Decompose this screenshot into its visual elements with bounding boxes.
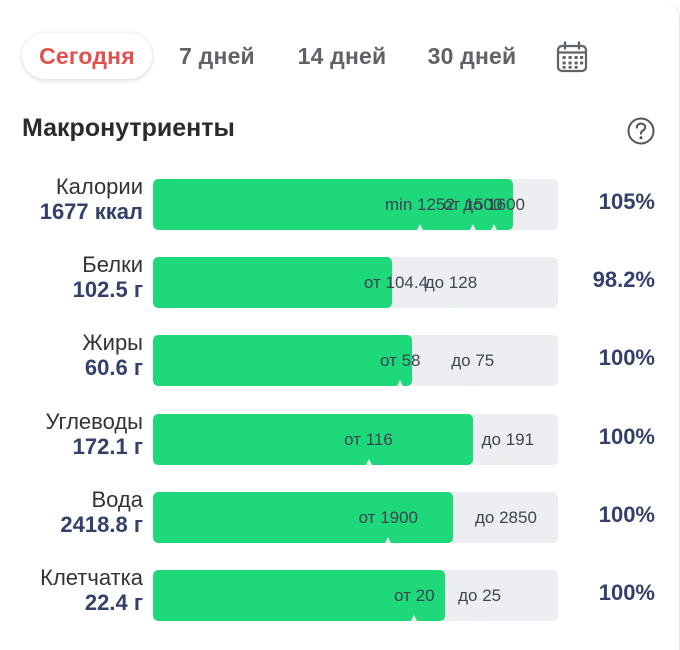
range-marker-label: до 128 — [424, 273, 478, 292]
progress-bar: от 58 до 75 — [153, 335, 558, 386]
nutrient-row-water: Вода 2418.8 г от 1900 до 2850 100% — [0, 488, 680, 548]
progress-fill — [153, 335, 413, 386]
progress-fill — [153, 179, 514, 230]
range-marker-label: от 1900 — [358, 508, 419, 527]
range-marker-tick — [365, 459, 372, 465]
range-marker-tick — [469, 380, 476, 386]
nutrient-percent: 105% — [598, 189, 655, 214]
nutrient-value: 60.6 г — [84, 355, 143, 380]
range-marker-tick — [385, 537, 392, 543]
period-tabs: Сегодня 7 дней 14 дней 30 дней — [22, 33, 522, 79]
progress-fill — [153, 570, 445, 621]
progress-bar: от 1900 до 2850 — [153, 492, 558, 543]
calendar-icon[interactable] — [555, 40, 589, 74]
progress-bar: от 20 до 25 — [153, 570, 558, 621]
range-marker-tick — [393, 302, 399, 308]
range-marker-label: до 75 — [451, 351, 495, 370]
nutrient-name: Углеводы — [45, 409, 143, 434]
nutrient-value: 102.5 г — [72, 277, 143, 302]
range-marker-tick — [491, 224, 498, 230]
nutrient-row-fiber: Клетчатка 22.4 г от 20 до 25 100% — [0, 566, 680, 626]
range-marker-label: от 104.4 — [363, 273, 429, 292]
range-marker-label: до 2850 — [475, 508, 537, 527]
tab-14-days[interactable]: 14 дней — [297, 42, 387, 69]
nutrient-label: Клетчатка 22.4 г — [40, 566, 143, 616]
progress-fill — [153, 492, 453, 543]
range-marker-label: до 25 — [458, 586, 502, 605]
progress-bar: от 116 до 191 — [153, 414, 558, 465]
progress-bar: min 1252 от 1500 до 1600 — [153, 179, 558, 230]
nutrient-row-calories: Калории 1677 ккал min 1252 от 1500 до 1600 10… — [0, 175, 680, 235]
help-icon[interactable] — [626, 116, 656, 146]
section-title: Макронутриенты — [22, 114, 235, 142]
nutrient-value: 1677 ккал — [39, 199, 143, 224]
nutrient-row-fat: Жиры 60.6 г от 58 до 75 100% — [0, 331, 680, 391]
range-marker-label: от 1500 — [443, 195, 503, 214]
nutrient-value: 2418.8 г — [60, 512, 143, 537]
nutrient-value: 172.1 г — [72, 434, 143, 459]
range-marker-tick — [504, 459, 511, 465]
range-marker-tick — [411, 615, 418, 621]
nutrient-label: Вода 2418.8 г — [60, 488, 143, 538]
progress-fill — [153, 414, 473, 465]
nutrient-name: Белки — [82, 252, 143, 277]
range-marker-tick — [447, 302, 454, 308]
progress-bar: от 104.4 до 128 — [153, 257, 558, 308]
nutrient-row-carbs: Углеводы 172.1 г от 116 до 191 100% — [0, 410, 680, 470]
nutrient-name: Клетчатка — [40, 565, 143, 590]
nutrient-label: Жиры 60.6 г — [82, 331, 143, 381]
range-marker-label: до 191 — [481, 430, 535, 449]
nutrient-label: Белки 102.5 г — [73, 253, 143, 303]
nutrient-label: Калории 1677 ккал — [40, 175, 143, 225]
nutrient-name: Жиры — [82, 330, 143, 355]
range-marker-tick — [397, 380, 404, 386]
tab-30-days[interactable]: 30 дней — [427, 42, 517, 69]
range-marker-label: от 20 — [394, 586, 435, 605]
range-marker-tick — [502, 537, 509, 543]
nutrient-percent: 100% — [598, 502, 655, 527]
range-marker-label: от 58 — [380, 351, 421, 370]
nutrient-percent: 98.2% — [592, 267, 655, 292]
nutrient-percent: 100% — [598, 580, 655, 605]
range-marker-tick — [469, 224, 476, 230]
nutrient-percent: 100% — [598, 424, 655, 449]
nutrient-value: 22.4 г — [84, 590, 143, 615]
range-marker-label: от 116 — [344, 430, 393, 449]
range-marker-label: min 1252 — [384, 195, 455, 214]
nutrient-name: Калории — [55, 174, 143, 199]
tab-7-days[interactable]: 7 дней — [179, 42, 255, 69]
nutrient-label: Углеводы 172.1 г — [46, 410, 143, 460]
nutrient-name: Вода — [91, 487, 144, 512]
nutrient-row-protein: Белки 102.5 г от 104.4 до 128 98.2% — [0, 253, 680, 313]
progress-fill — [153, 257, 392, 308]
range-marker-label: до 1600 — [463, 195, 526, 214]
tab-today[interactable]: Сегодня — [22, 33, 152, 79]
range-marker-tick — [476, 615, 483, 621]
range-marker-tick — [416, 224, 423, 230]
nutrient-percent: 100% — [598, 345, 655, 370]
